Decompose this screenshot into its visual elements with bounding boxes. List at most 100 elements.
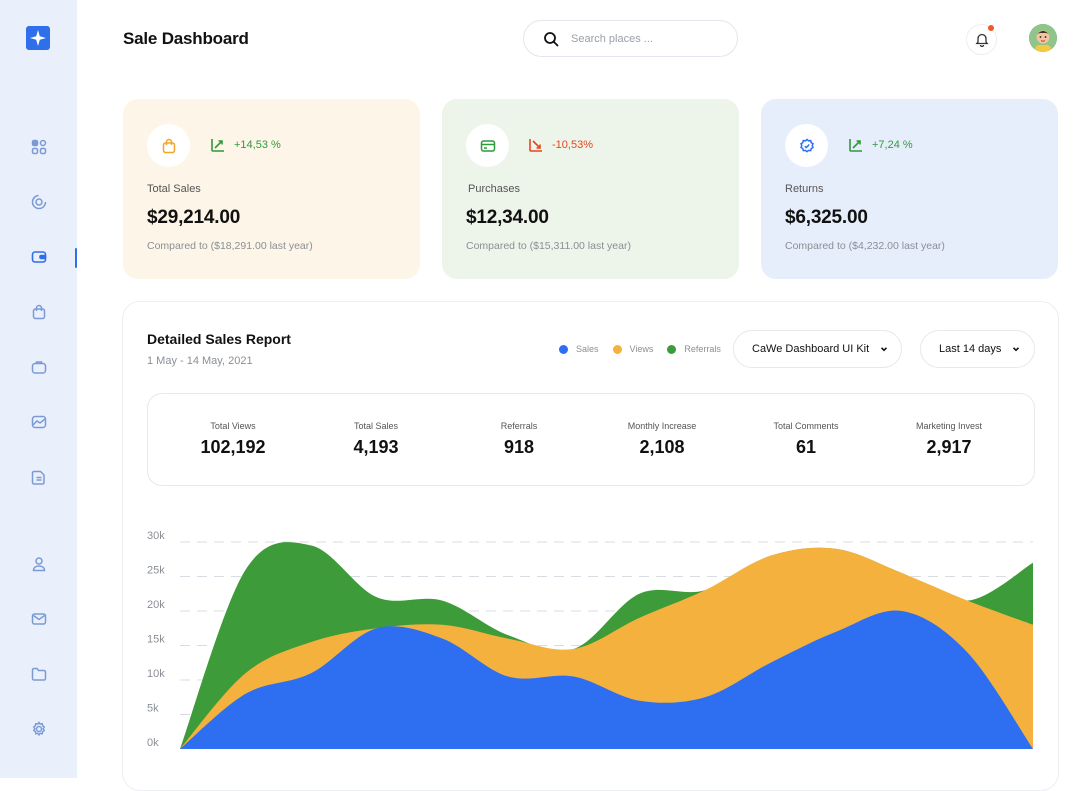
stat-value: 2,108 <box>639 437 685 457</box>
legend-dot <box>667 344 677 354</box>
card-label: Purchases <box>468 183 520 195</box>
legend-item-views: Views <box>612 344 654 354</box>
trend-indicator: -10,53% <box>528 137 593 153</box>
document-icon <box>31 470 45 485</box>
sidebar-item-briefcase[interactable] <box>27 355 51 379</box>
folder-icon <box>31 667 47 681</box>
report-date-range: 1 May - 14 May, 2021 <box>147 355 253 367</box>
stat-monthly-increase: Monthly Increase 2,108 <box>592 421 732 458</box>
stat-value: 4,193 <box>353 437 399 457</box>
wallet-icon <box>31 251 47 263</box>
sidebar-item-shop[interactable] <box>27 300 51 324</box>
mail-icon <box>31 613 47 625</box>
search-input[interactable] <box>571 32 711 45</box>
sidebar <box>0 0 77 778</box>
card-purchases: -10,53% Purchases $12,34.00 Compared to … <box>442 99 739 279</box>
stat-total-views: Total Views 102,192 <box>163 421 303 458</box>
stat-referrals: Referrals 918 <box>449 421 589 458</box>
search-icon <box>544 31 559 46</box>
card-label: Total Sales <box>147 183 201 195</box>
trend-value: +7,24 % <box>872 139 913 151</box>
stat-label: Total Sales <box>353 421 399 431</box>
avatar-image <box>1029 24 1057 52</box>
sidebar-item-messages[interactable] <box>27 607 51 631</box>
legend-label: Sales <box>576 344 599 354</box>
avatar[interactable] <box>1029 24 1057 52</box>
stat-marketing-invest: Marketing Invest 2,917 <box>879 421 1019 458</box>
sidebar-item-profile[interactable] <box>27 552 51 576</box>
legend-dot <box>612 344 622 354</box>
sidebar-item-reports[interactable] <box>27 410 51 434</box>
sidebar-item-files[interactable] <box>27 662 51 686</box>
stat-total-sales: Total Sales 4,193 <box>306 421 446 458</box>
card-icon-wrap <box>147 124 190 167</box>
legend-label: Referrals <box>684 344 721 354</box>
card-icon-wrap <box>785 124 828 167</box>
card-value: $6,325.00 <box>785 207 868 228</box>
date-range-value: Last 14 days <box>939 343 1002 355</box>
legend-item-sales: Sales <box>559 344 599 354</box>
card-value: $12,34.00 <box>466 207 549 228</box>
stat-label: Total Comments <box>773 421 839 431</box>
card-returns: +7,24 % Returns $6,325.00 Compared to ($… <box>761 99 1058 279</box>
trend-down-icon <box>529 139 542 152</box>
trend-value: -10,53% <box>552 139 593 151</box>
bell-icon <box>974 33 989 47</box>
app-logo[interactable] <box>26 26 50 50</box>
sparkle-icon <box>30 30 46 46</box>
stat-value: 61 <box>795 437 817 457</box>
trend-up-icon <box>849 139 862 152</box>
legend-item-referrals: Referrals <box>667 344 721 354</box>
card-label: Returns <box>785 183 824 195</box>
kit-dropdown[interactable]: CaWe Dashboard UI Kit <box>733 330 902 368</box>
briefcase-icon <box>31 361 47 374</box>
stat-value: 918 <box>503 437 535 457</box>
user-icon <box>32 557 46 572</box>
card-compare: Compared to ($18,291.00 last year) <box>147 240 313 252</box>
analytics-icon <box>31 194 47 210</box>
kit-dropdown-value: CaWe Dashboard UI Kit <box>752 343 870 355</box>
card-compare: Compared to ($4,232.00 last year) <box>785 240 945 252</box>
grid-icon <box>31 139 47 155</box>
chevron-down-icon <box>881 347 888 352</box>
sidebar-item-dashboard[interactable] <box>27 135 51 159</box>
stat-label: Referrals <box>500 421 538 431</box>
page-title: Sale Dashboard <box>123 29 249 48</box>
legend-dot <box>559 344 568 354</box>
card-value: $29,214.00 <box>147 207 241 228</box>
sidebar-item-documents[interactable] <box>27 465 51 489</box>
trend-up-icon <box>211 139 224 152</box>
trend-indicator: +14,53 % <box>210 137 281 153</box>
search-bar[interactable] <box>523 20 738 57</box>
sidebar-item-analytics[interactable] <box>27 190 51 214</box>
stat-value: 102,192 <box>200 437 266 457</box>
chevron-down-icon <box>1013 347 1020 352</box>
badge-check-icon <box>799 138 814 153</box>
stats-summary: Total Views 102,192 Total Sales 4,193 Re… <box>147 393 1035 486</box>
active-indicator <box>75 248 77 268</box>
credit-card-icon <box>480 139 495 152</box>
stat-total-comments: Total Comments 61 <box>736 421 876 458</box>
stat-value: 2,917 <box>926 437 972 457</box>
trend-value: +14,53 % <box>234 139 281 151</box>
chart-legend: Sales Views Referrals <box>559 344 735 354</box>
stat-label: Monthly Increase <box>627 421 697 431</box>
notification-dot <box>988 25 994 31</box>
sidebar-item-settings[interactable] <box>27 717 51 741</box>
settings-icon <box>32 721 46 737</box>
stat-label: Marketing Invest <box>915 421 983 431</box>
notifications-button[interactable] <box>966 24 997 55</box>
date-range-dropdown[interactable]: Last 14 days <box>920 330 1035 368</box>
chart-area-icon <box>31 415 47 429</box>
report-title: Detailed Sales Report <box>147 331 291 347</box>
card-icon-wrap <box>466 124 509 167</box>
shopping-bag-icon <box>32 304 46 320</box>
trend-indicator: +7,24 % <box>848 137 913 153</box>
stat-label: Total Views <box>210 421 256 431</box>
card-total-sales: +14,53 % Total Sales $29,214.00 Compared… <box>123 99 420 279</box>
shopping-bag-icon <box>162 138 175 153</box>
sidebar-item-wallet[interactable] <box>27 245 51 269</box>
sales-report-panel: Detailed Sales Report 1 May - 14 May, 20… <box>122 301 1059 791</box>
card-compare: Compared to ($15,311.00 last year) <box>466 240 631 252</box>
legend-label: Views <box>629 344 654 354</box>
